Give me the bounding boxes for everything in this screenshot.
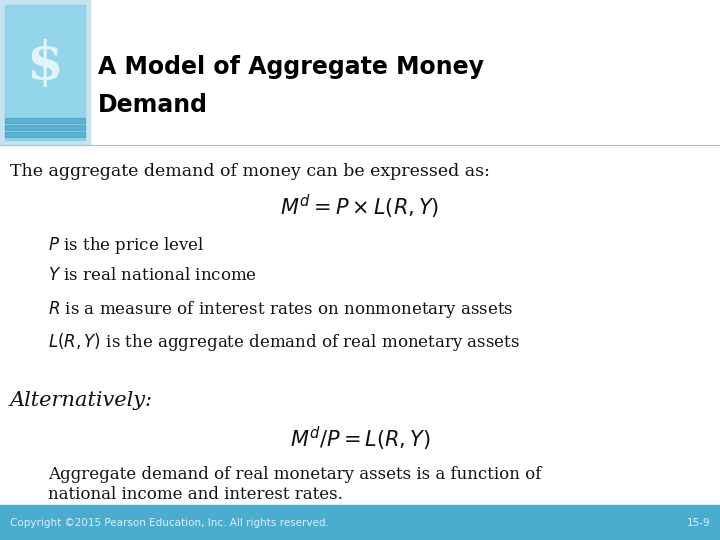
Text: Copyright ©2015 Pearson Education, Inc. All rights reserved.: Copyright ©2015 Pearson Education, Inc. … [10, 517, 329, 528]
Bar [5, 118, 85, 123]
Text: Aggregate demand of real monetary assets is a function of: Aggregate demand of real monetary assets… [48, 466, 541, 483]
Text: $R$ is a measure of interest rates on nonmonetary assets: $R$ is a measure of interest rates on no… [48, 299, 513, 320]
Text: $: $ [27, 39, 63, 90]
Text: A Model of Aggregate Money: A Model of Aggregate Money [98, 55, 484, 79]
Text: $M^d = P \times L(R, Y)$: $M^d = P \times L(R, Y)$ [280, 193, 440, 221]
Text: Demand: Demand [98, 93, 208, 117]
Bar [5, 5, 85, 140]
Bar [5, 125, 85, 130]
Text: 15-9: 15-9 [686, 517, 710, 528]
Text: $P$ is the price level: $P$ is the price level [48, 235, 204, 256]
Text: Alternatively:: Alternatively: [10, 391, 153, 410]
Text: $L(R,Y)$ is the aggregate demand of real monetary assets: $L(R,Y)$ is the aggregate demand of real… [48, 331, 520, 353]
Bar [5, 132, 85, 137]
Text: $M^d/P = L(R,Y)$: $M^d/P = L(R,Y)$ [289, 425, 431, 453]
Bar [0, 0, 90, 145]
Text: The aggregate demand of money can be expressed as:: The aggregate demand of money can be exp… [10, 163, 490, 180]
Text: $Y$ is real national income: $Y$ is real national income [48, 267, 257, 284]
Text: national income and interest rates.: national income and interest rates. [48, 486, 343, 503]
Bar [0, 505, 720, 540]
